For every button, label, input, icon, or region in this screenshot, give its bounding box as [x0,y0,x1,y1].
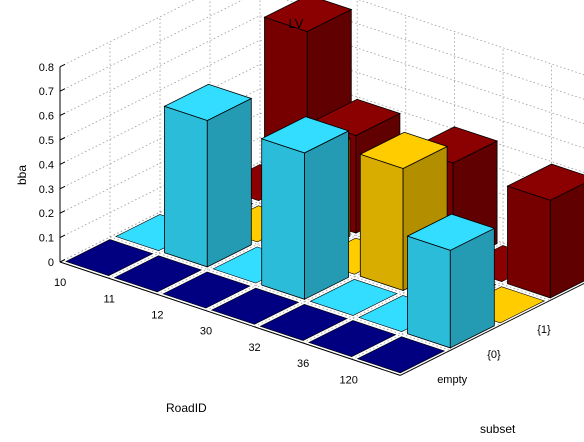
bar-11-{0} [163,83,253,268]
road-tick-label: 30 [200,326,212,338]
bar-top [356,336,446,374]
road-tick-label: 32 [248,342,260,354]
floor-gridline [351,258,552,360]
bar-12-empty [162,271,251,309]
z-tick-label: 0.8 [39,62,54,74]
bar-36-empty [308,320,397,358]
bar-120-empty [356,336,446,374]
z-tick-mark [59,259,66,263]
road-tick-label: 120 [340,374,358,386]
road-tick-label: 11 [103,293,114,305]
floor-gridline [157,194,358,295]
bar-top [162,271,251,309]
bar-top [210,287,300,325]
z-tick-mark [59,185,66,190]
bar-top [259,303,348,341]
bar-10-empty [65,239,154,277]
z-tick-mark [59,234,66,239]
bar-30-empty [210,287,300,325]
bar-32-empty [259,303,348,341]
z-tick-label: 0.2 [39,208,54,220]
floor-gridline [302,242,504,344]
bar-side-face [206,97,252,268]
floor-gridline [254,226,455,328]
z-tick-mark [59,137,66,141]
chart-title: LV [289,16,304,31]
z-tick-label: 0.5 [39,135,54,147]
bar-120-{0,1} [506,163,584,299]
z-tick-mark [59,63,66,68]
bar-11-empty [113,255,203,293]
subset-tick-label: {1} [537,324,551,336]
bar-top [359,131,449,169]
bar-30-{0} [260,116,350,300]
z-tick-label: 0.6 [39,111,54,123]
bar-top [263,0,353,32]
bar-top [308,320,397,358]
subset-tick-label: {0} [487,349,501,361]
floor-gridline [59,161,261,263]
bar-front-face [407,235,451,349]
z-axis-label: bba [15,165,29,185]
bar-front-face [359,153,404,292]
bar-120-{0} [406,213,496,349]
bar-top [406,213,496,251]
tick-labels: 0 0.1 0.2 0.3 0.4 0.5 0.6 0.7 0.8 10 11 12 30 32 36 120… [39,62,551,386]
z-tick-mark [59,88,66,92]
z-tick-mark [59,210,66,214]
z-tick-label: 0.7 [39,86,54,98]
bar-top [309,278,398,316]
road-tick-label: 10 [54,277,66,289]
bar-side-face [549,183,584,299]
road-tick-label: 12 [151,310,163,322]
x-axis-label: RoadID [166,401,207,415]
bar-top [65,239,154,277]
bar-front-face [261,138,305,300]
z-tick-mark [59,112,66,117]
y-axis-label: subset [480,422,516,436]
bar-front-face [507,185,551,299]
z-tick-label: 0.1 [39,233,54,245]
road-tick-label: 36 [297,358,309,370]
x-axis [59,261,401,376]
z-tick-label: 0.4 [39,159,54,171]
bar-top [113,255,203,293]
floor-gridline [205,210,406,311]
floor-gridline [108,177,309,279]
bar-top [260,116,350,154]
z-tick-mark [59,161,66,165]
bar-top [506,163,584,201]
bars [65,0,584,374]
bar-front-face [164,105,208,268]
z-tick-label: 0.3 [39,184,54,196]
subset-tick-label: empty [437,374,467,386]
bar-32-{0} [309,278,398,316]
bar-top [163,83,253,121]
bar-side-face [304,130,349,300]
z-tick-label: 0 [48,257,54,269]
y-axis [399,282,584,376]
